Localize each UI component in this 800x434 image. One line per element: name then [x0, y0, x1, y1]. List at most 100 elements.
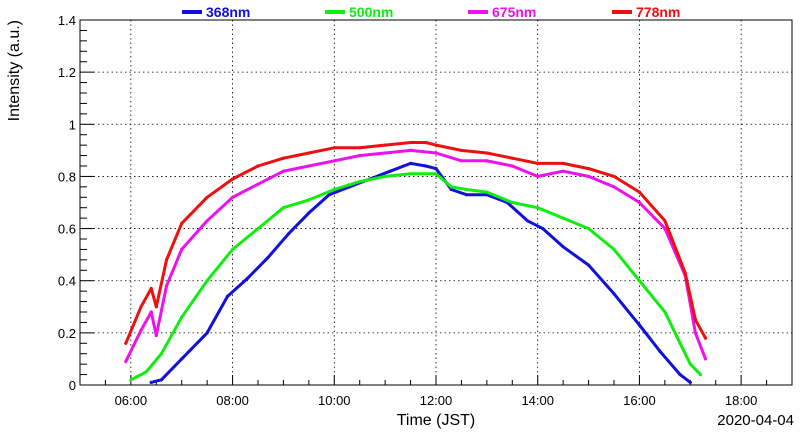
data-point [536, 206, 540, 210]
data-point [180, 247, 184, 251]
x-tick-label: 06:00 [115, 393, 148, 408]
data-point [485, 159, 489, 163]
data-point [449, 187, 453, 192]
data-point [388, 169, 392, 173]
data-point [688, 380, 692, 384]
data-point [307, 198, 311, 202]
data-point [256, 227, 260, 231]
data-point [358, 180, 362, 184]
data-point [703, 357, 708, 361]
data-point [409, 172, 413, 176]
data-point [225, 294, 230, 298]
data-point [561, 216, 565, 220]
data-point [164, 284, 169, 288]
data-point [332, 146, 336, 150]
data-point [383, 151, 387, 155]
data-point [703, 336, 708, 340]
data-point [281, 156, 285, 160]
data-point [541, 227, 545, 231]
legend-label: 368nm [206, 4, 250, 20]
data-point [698, 373, 703, 377]
data-point [307, 164, 311, 168]
x-tick-label: 08:00 [216, 393, 249, 408]
data-point [327, 193, 331, 197]
y-tick-label: 1 [69, 117, 76, 132]
data-point [281, 169, 285, 173]
data-point [612, 247, 616, 251]
data-point [149, 380, 153, 384]
data-point [358, 154, 362, 158]
x-tick-label: 14:00 [521, 393, 554, 408]
data-point [663, 219, 667, 223]
data-point [231, 195, 235, 199]
data-point [525, 219, 530, 223]
legend-label: 778nm [636, 4, 680, 20]
data-point [149, 286, 153, 291]
y-axis-title: Intensity (a.u.) [6, 20, 23, 121]
data-point [459, 148, 463, 152]
x-tick-label: 12:00 [420, 393, 453, 408]
data-point [256, 182, 260, 186]
axis-ticks [79, 19, 793, 386]
data-point [464, 193, 469, 197]
data-point [149, 310, 153, 314]
data-point [587, 167, 591, 171]
y-tick-label: 1.4 [58, 13, 76, 28]
data-point [434, 167, 438, 171]
data-point [231, 247, 235, 251]
data-point [434, 172, 438, 176]
data-point [246, 276, 250, 280]
x-tick-label: 18:00 [725, 393, 758, 408]
data-point [510, 164, 514, 168]
data-point [683, 271, 687, 275]
data-point [485, 151, 489, 155]
data-point [449, 185, 453, 189]
data-point [688, 362, 692, 366]
data-point [637, 200, 642, 205]
y-tick-label: 0.2 [58, 326, 76, 341]
data-point [129, 378, 133, 382]
data-point [612, 174, 616, 178]
data-point [536, 161, 540, 165]
data-point [307, 211, 311, 215]
y-tick-label: 0 [69, 378, 76, 393]
y-tick-label: 0.6 [58, 222, 76, 237]
data-point [124, 341, 128, 345]
series-lines [124, 140, 708, 384]
data-point [485, 190, 489, 194]
data-point [424, 164, 428, 168]
data-point [409, 161, 413, 165]
legend: 368nm 500nm 675nm 778nm [182, 4, 680, 20]
x-tick-label: 16:00 [623, 393, 656, 408]
data-point [637, 323, 642, 327]
x-axis-title: Time (JST) [397, 412, 476, 429]
data-point [587, 263, 591, 267]
data-point [159, 378, 163, 382]
data-point [180, 315, 184, 319]
data-point [424, 140, 428, 145]
legend-label: 500nm [349, 4, 393, 20]
date-label: 2020-04-04 [717, 412, 794, 429]
data-point [464, 187, 469, 192]
data-point [678, 373, 682, 377]
data-point [561, 245, 565, 249]
data-point [164, 258, 169, 262]
data-point [612, 292, 616, 296]
series-line-675nm [124, 148, 707, 363]
data-point [205, 195, 209, 199]
data-point [693, 331, 698, 335]
data-point [663, 227, 667, 231]
data-point [180, 221, 184, 225]
data-point [144, 370, 148, 374]
data-point [409, 148, 413, 152]
x-tick-label: 10:00 [318, 393, 351, 408]
data-point [434, 143, 438, 147]
data-point [180, 357, 184, 361]
data-point [231, 177, 235, 181]
data-point [510, 156, 514, 160]
data-point [159, 352, 163, 356]
data-point [154, 333, 158, 338]
data-point [205, 331, 209, 335]
data-point [256, 164, 260, 168]
data-point [587, 227, 591, 231]
